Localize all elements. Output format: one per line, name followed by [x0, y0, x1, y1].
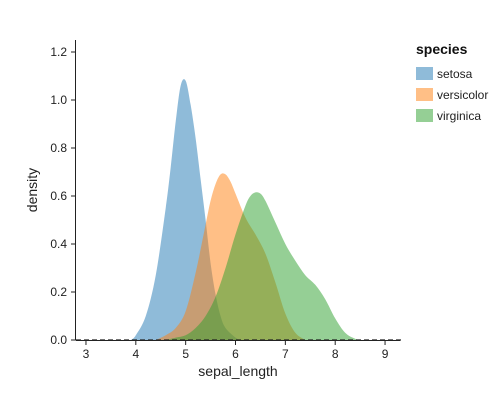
y-tick-label: 0.6	[50, 189, 67, 203]
density-area-virginica	[165, 192, 361, 340]
legend-swatch-setosa	[416, 67, 433, 80]
y-axis-title: density	[24, 168, 40, 212]
legend-title: species	[416, 41, 468, 57]
x-axis: 3 4 5 6 7 8 9	[76, 340, 400, 361]
legend-label-virginica: virginica	[437, 109, 481, 123]
legend: species setosa versicolor virginica	[416, 41, 488, 123]
x-axis-title: sepal_length	[198, 363, 277, 379]
y-tick-label: 0.4	[50, 237, 67, 251]
y-tick-label: 1.0	[50, 93, 67, 107]
y-tick-label: 0.0	[50, 333, 67, 347]
x-tick-label: 8	[332, 347, 339, 361]
legend-swatch-virginica	[416, 109, 433, 122]
density-areas	[130, 79, 361, 340]
density-area-setosa	[130, 79, 241, 340]
y-tick-label: 0.2	[50, 285, 67, 299]
x-tick-label: 6	[232, 347, 239, 361]
x-tick-label: 7	[282, 347, 289, 361]
x-tick-label: 5	[182, 347, 189, 361]
x-tick-label: 4	[132, 347, 139, 361]
y-tick-label: 1.2	[50, 45, 67, 59]
y-tick-label: 0.8	[50, 141, 67, 155]
x-tick-label: 9	[382, 347, 389, 361]
legend-swatch-versicolor	[416, 88, 433, 101]
legend-label-setosa: setosa	[437, 67, 473, 81]
y-axis: 0.0 0.2 0.4 0.6 0.8 1.0 1.2	[50, 40, 76, 347]
x-tick-label: 3	[83, 347, 90, 361]
legend-label-versicolor: versicolor	[437, 88, 488, 102]
